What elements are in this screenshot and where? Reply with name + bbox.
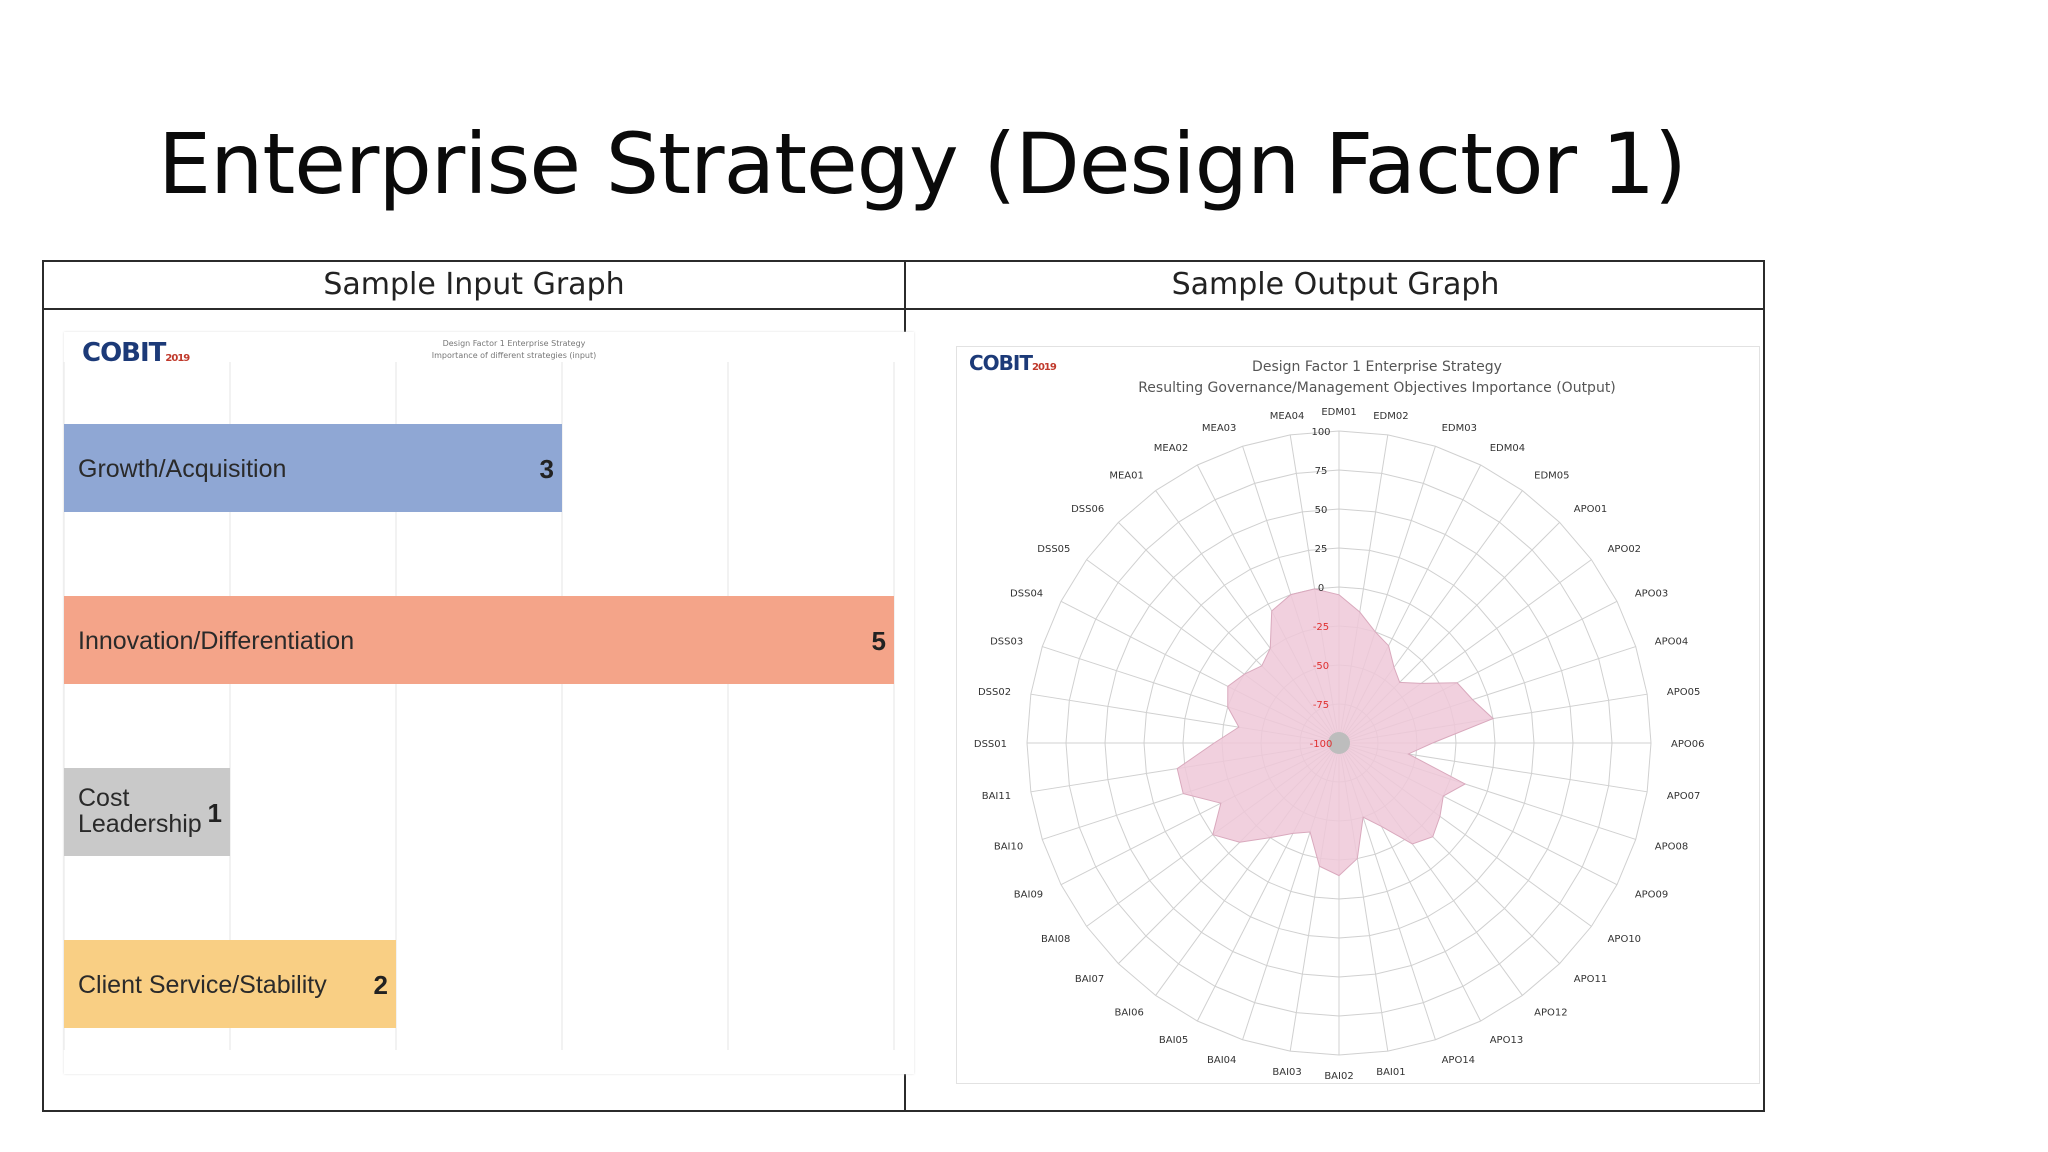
radar-category-label: DSS05 — [1037, 544, 1070, 555]
radar-category-label: EDM01 — [1321, 407, 1356, 418]
radar-category-label: APO14 — [1442, 1055, 1475, 1066]
radar-category-label: MEA01 — [1109, 470, 1144, 481]
radar-category-label: BAI09 — [1014, 890, 1043, 901]
radar-ring-label: 25 — [1315, 544, 1328, 555]
radar-category-label: APO03 — [1635, 588, 1668, 599]
radar-category-label: APO04 — [1655, 636, 1688, 647]
bar-value: 1 — [208, 798, 222, 828]
header-divider — [44, 308, 1763, 310]
input-graph-header: Sample Input Graph — [323, 267, 625, 302]
cobit-logo-year: 2019 — [1032, 362, 1057, 373]
bar-value: 5 — [872, 626, 886, 656]
radar-category-label: APO07 — [1667, 791, 1700, 802]
input-chart-title-line1: Design Factor 1 Enterprise Strategy — [442, 339, 586, 348]
radar-category-label: MEA04 — [1270, 411, 1305, 422]
radar-ring-label: -25 — [1313, 622, 1329, 633]
input-chart-panel: COBIT2019 Design Factor 1 Enterprise Str… — [63, 332, 914, 1074]
radar-category-label: BAI08 — [1041, 934, 1070, 945]
radar-series-area — [1176, 588, 1494, 877]
input-chart-title: Design Factor 1 Enterprise Strategy Impo… — [364, 338, 664, 362]
output-chart-title-line1: Design Factor 1 Enterprise Strategy — [1252, 359, 1502, 375]
input-bar-chart: Growth/Acquisition 3 Innovation/Differenti… — [63, 362, 895, 1050]
radar-category-label: DSS02 — [978, 687, 1011, 698]
radar-category-label: BAI10 — [994, 842, 1023, 853]
radar-category-label: BAI01 — [1376, 1067, 1405, 1078]
radar-category-label: EDM05 — [1534, 470, 1569, 481]
bar-3 — [64, 768, 230, 856]
radar-ring-label: -100 — [1310, 739, 1333, 750]
bar-label: Innovation/Differentiation — [78, 627, 354, 655]
slide-title: Enterprise Strategy (Design Factor 1) — [158, 115, 1687, 213]
radar-category-label: APO11 — [1574, 974, 1607, 985]
radar-category-label: EDM04 — [1490, 443, 1525, 454]
graph-comparison-table: Sample Input Graph Sample Output Graph C… — [42, 260, 1765, 1112]
radar-category-label: DSS06 — [1071, 504, 1104, 515]
radar-category-label: BAI02 — [1324, 1071, 1353, 1082]
radar-category-label: DSS04 — [1010, 588, 1043, 599]
radar-ring-label: 100 — [1311, 427, 1330, 438]
radar-category-label: APO09 — [1635, 890, 1668, 901]
output-graph-header: Sample Output Graph — [1171, 267, 1500, 302]
radar-category-label: BAI07 — [1075, 974, 1104, 985]
radar-ring-label: 75 — [1315, 466, 1328, 477]
output-chart-title-line2: Resulting Governance/Management Objectiv… — [1138, 380, 1616, 396]
radar-center — [1328, 732, 1350, 754]
radar-category-label: EDM03 — [1442, 423, 1477, 434]
radar-category-label: BAI05 — [1159, 1035, 1188, 1046]
bar-label-line: Leadership — [78, 810, 202, 838]
bar-value: 2 — [374, 970, 388, 1000]
radar-category-label: APO02 — [1608, 544, 1641, 555]
bar-4 — [64, 940, 396, 1028]
output-chart-panel: COBIT2019 Design Factor 1 Enterprise Str… — [956, 346, 1760, 1084]
bar-label-line: Cost — [78, 784, 129, 812]
bar-label: Client Service/Stability — [78, 971, 327, 999]
radar-category-label: APO13 — [1490, 1035, 1523, 1046]
cobit-logo-year: 2019 — [165, 353, 190, 364]
radar-category-label: APO05 — [1667, 687, 1700, 698]
radar-ring-label: 0 — [1318, 583, 1324, 594]
bar-value: 3 — [540, 454, 554, 484]
bar-2 — [64, 596, 894, 684]
cobit-logo-input: COBIT2019 — [82, 338, 190, 368]
radar-category-label: MEA02 — [1154, 443, 1189, 454]
radar-category-label: APO01 — [1574, 504, 1607, 515]
radar-category-label: BAI04 — [1207, 1055, 1236, 1066]
bar-label-line: Growth/Acquisition — [78, 455, 286, 483]
bar-label-line: Client Service/Stability — [78, 971, 327, 999]
radar-category-label: EDM02 — [1373, 411, 1408, 422]
cobit-logo-output: COBIT2019 — [969, 351, 1057, 375]
radar-category-label: APO12 — [1534, 1008, 1567, 1019]
radar-category-label: APO08 — [1655, 842, 1688, 853]
radar-category-label: BAI03 — [1272, 1067, 1301, 1078]
bar-1 — [64, 424, 562, 512]
radar-category-label: MEA03 — [1202, 423, 1237, 434]
cobit-logo-text: COBIT — [969, 351, 1033, 375]
radar-category-label: BAI11 — [982, 791, 1011, 802]
output-chart-title: Design Factor 1 Enterprise Strategy Resu… — [1017, 357, 1737, 399]
radar-category-label: DSS01 — [974, 739, 1007, 750]
cobit-logo-text: COBIT — [82, 338, 166, 368]
radar-ring-label: 50 — [1315, 505, 1328, 516]
radar-category-label: DSS03 — [990, 636, 1023, 647]
radar-category-label: APO10 — [1608, 934, 1641, 945]
bar-label-line: Innovation/Differentiation — [78, 627, 354, 655]
radar-ring-label: -75 — [1313, 700, 1329, 711]
input-chart-title-line2: Importance of different strategies (inpu… — [431, 351, 597, 360]
radar-category-label: APO06 — [1671, 739, 1704, 750]
bar-label: Growth/Acquisition — [78, 455, 286, 483]
bar-label: Cost Leadership — [78, 784, 202, 838]
radar-ring-label: -50 — [1313, 661, 1329, 672]
output-radar-chart: 100 75 50 25 0 -25 -50 -75 -100 EDM01 EDM02 EDM03 ED… — [974, 407, 1705, 1082]
radar-category-label: BAI06 — [1114, 1008, 1143, 1019]
